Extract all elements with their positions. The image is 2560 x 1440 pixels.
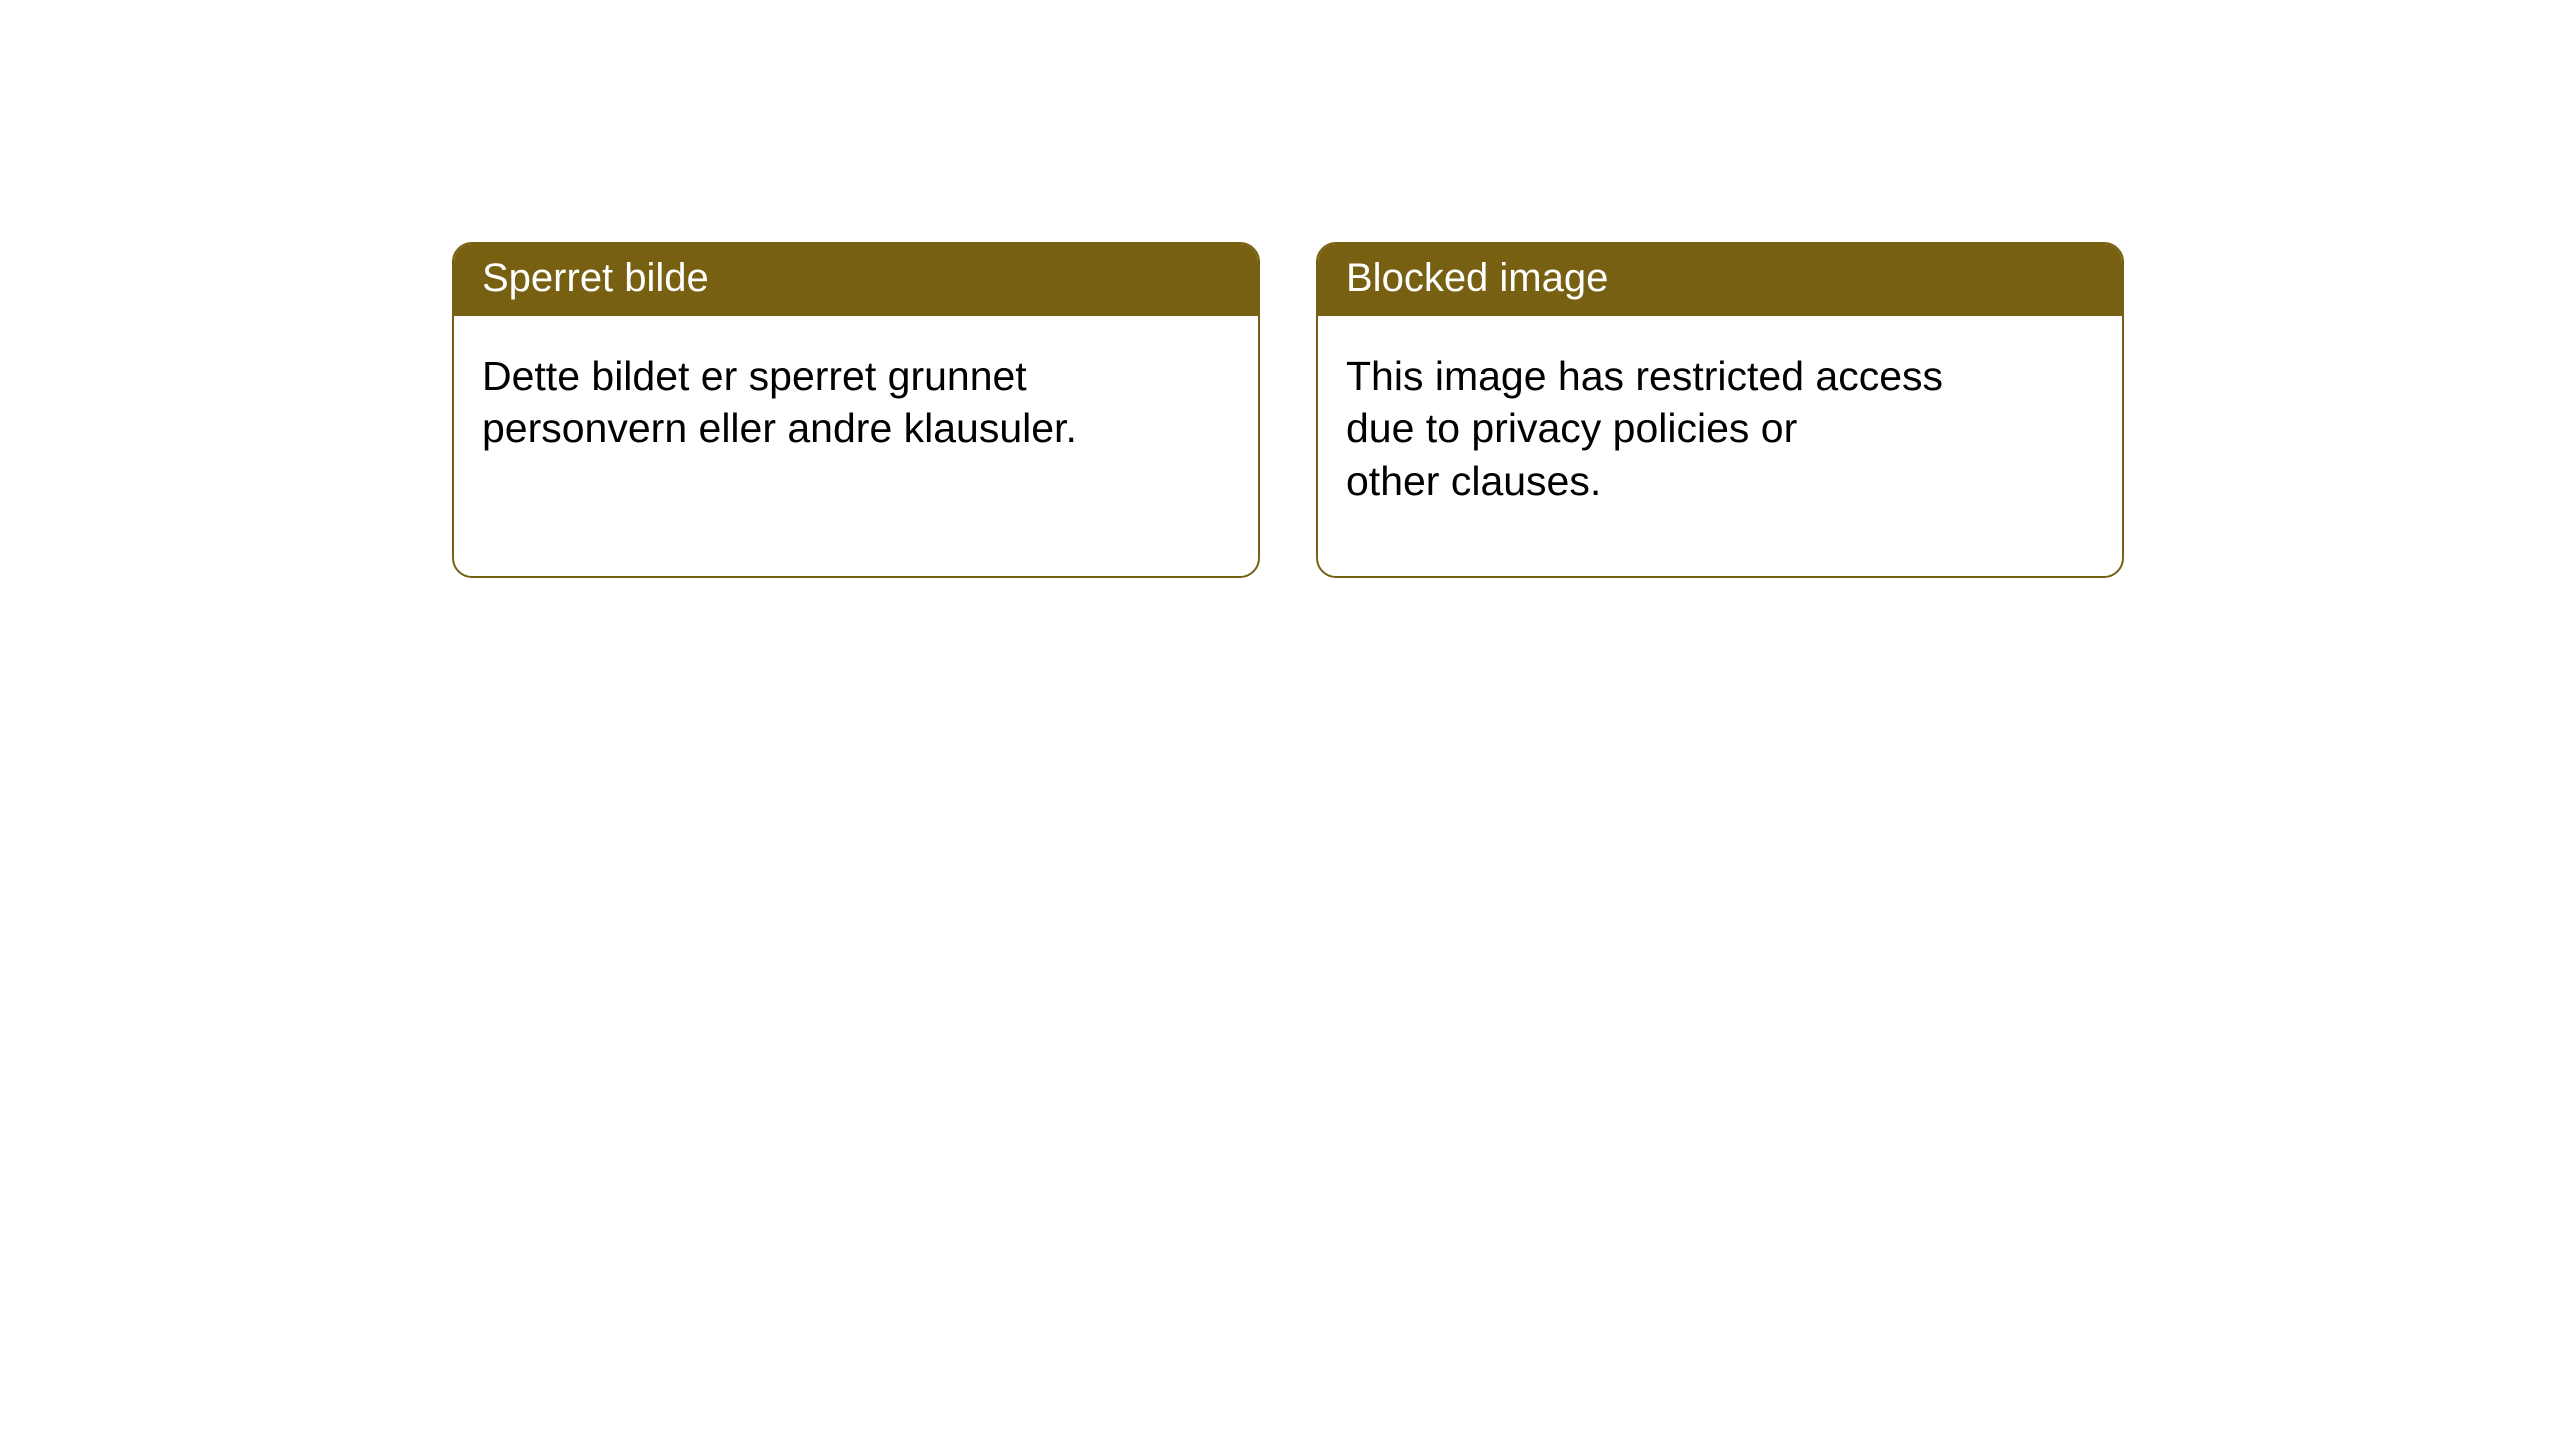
blocked-image-card-no: Sperret bilde Dette bildet er sperret gr… <box>452 242 1260 578</box>
card-header: Blocked image <box>1318 244 2122 316</box>
card-body: Dette bildet er sperret grunnet personve… <box>454 316 1154 489</box>
card-header: Sperret bilde <box>454 244 1258 316</box>
card-body: This image has restricted access due to … <box>1318 316 2018 541</box>
blocked-image-card-en: Blocked image This image has restricted … <box>1316 242 2124 578</box>
cards-container: Sperret bilde Dette bildet er sperret gr… <box>0 0 2560 578</box>
